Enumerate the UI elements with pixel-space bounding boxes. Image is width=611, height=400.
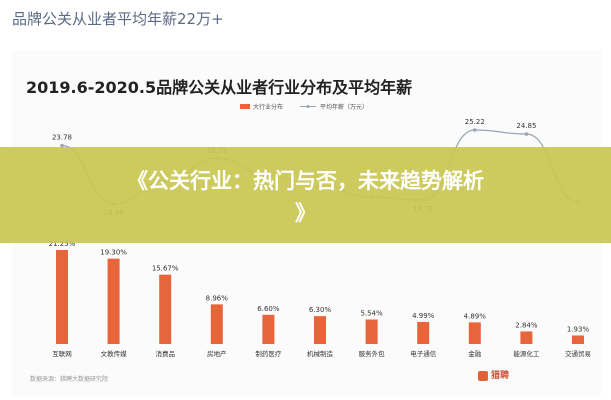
chart-title: 2019.6-2020.5品牌公关从业者行业分布及平均年薪 <box>26 78 413 97</box>
x-tick-label: 文教传媒 <box>101 349 128 358</box>
bar <box>520 331 533 344</box>
line-value-label: 23.78 <box>52 134 72 142</box>
bar-value-label: 6.30% <box>309 306 332 314</box>
bar-value-label: 4.89% <box>464 312 487 320</box>
logo-icon <box>478 370 488 381</box>
article-title-line-2: 》 <box>295 201 316 225</box>
article-title-banner: 《公关行业：热门与否，未来趋势解析 》 <box>0 147 611 243</box>
line-value-label: 25.22 <box>465 118 485 126</box>
line-value-label: 24.85 <box>516 122 536 130</box>
brand-logo: 猎聘 <box>478 368 509 381</box>
bar <box>417 321 430 344</box>
bar <box>314 316 326 344</box>
bar <box>365 319 378 344</box>
line-point <box>473 128 477 132</box>
x-tick-label: 交通贸易 <box>565 349 591 358</box>
bar-value-label: 21.25% <box>49 240 76 248</box>
x-tick-label: 房地产 <box>207 349 227 358</box>
bar-series: 21.25% 19.30% 15.67% 8.96% 6.60% 6.30% 5.54% 4.… <box>49 240 590 344</box>
page-heading: 品牌公关从业者平均年薪22万+ <box>12 10 224 28</box>
bar-value-label: 1.93% <box>567 325 590 333</box>
data-source-note: 数据来源：猎聘大数据研究院 <box>30 376 109 383</box>
logo-text: 猎聘 <box>491 371 510 381</box>
bar-value-label: 2.84% <box>515 321 538 329</box>
x-tick-label: 服务外包 <box>359 349 386 358</box>
x-axis-labels: 互联网 文教传媒 消费品 房地产 制药医疗 机械制造 服务外包 电子通信 金融 能源化工 交通贸易 <box>52 349 591 358</box>
legend-line-label: 平均年薪（万元） <box>320 103 368 111</box>
line-point <box>524 132 529 136</box>
x-tick-label: 电子通信 <box>410 349 437 358</box>
article-title: 《公关行业：热门与否，未来趋势解析 》 <box>0 165 611 229</box>
bar <box>572 335 584 344</box>
bar-value-label: 15.67% <box>152 265 179 273</box>
legend: 大行业分布 平均年薪（万元） <box>240 103 368 111</box>
line-point <box>60 143 64 148</box>
legend-bar-label: 大行业分布 <box>253 103 283 111</box>
x-tick-label: 互联网 <box>52 349 72 358</box>
article-title-line-1: 《公关行业：热门与否，未来趋势解析 <box>127 169 484 193</box>
bar <box>107 258 120 344</box>
x-tick-label: 能源化工 <box>513 349 540 358</box>
bar <box>262 314 275 344</box>
x-tick-label: 消费品 <box>155 349 175 358</box>
bar-value-label: 19.30% <box>100 249 127 257</box>
bar <box>468 322 481 344</box>
x-tick-label: 制药医疗 <box>255 349 282 358</box>
legend-line-marker <box>306 105 310 108</box>
x-tick-label: 金融 <box>468 349 482 358</box>
bar <box>159 274 172 344</box>
bar-value-label: 5.54% <box>360 309 383 317</box>
legend-bar-swatch <box>240 104 250 109</box>
bar-value-label: 4.99% <box>412 312 435 320</box>
bar-value-label: 6.60% <box>257 305 280 313</box>
bar-value-label: 8.96% <box>206 294 229 302</box>
x-tick-label: 机械制造 <box>307 349 334 358</box>
bar <box>56 250 68 344</box>
bar <box>210 304 223 344</box>
